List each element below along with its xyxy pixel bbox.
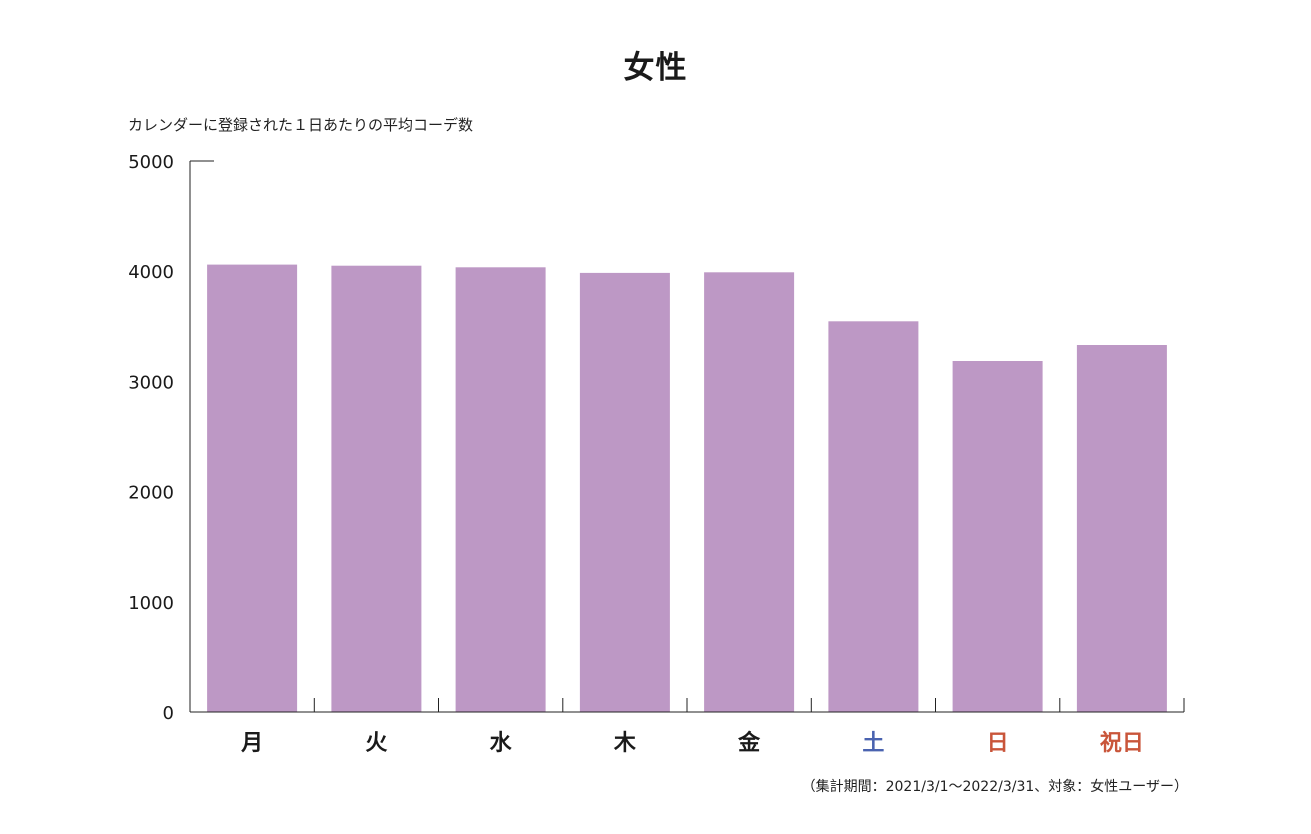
bar-1 xyxy=(207,264,298,712)
x-category-label: 日 xyxy=(987,731,1009,756)
x-category-label: 祝日 xyxy=(1100,731,1144,756)
x-category-label: 金 xyxy=(737,730,761,756)
x-category-label: 火 xyxy=(365,731,387,756)
x-category-label: 木 xyxy=(613,731,637,756)
footnote: （集計期間：2021/3/1〜2022/3/31、対象：女性ユーザー） xyxy=(801,779,1188,795)
y-axis-label: カレンダーに登録された１日あたりの平均コーデ数 xyxy=(128,116,474,134)
chart-title: 女性 xyxy=(623,50,688,86)
bar-2 xyxy=(331,265,422,712)
x-category-label: 土 xyxy=(862,731,884,756)
bar-5 xyxy=(704,272,795,712)
bar-6 xyxy=(828,321,919,712)
x-category-label: 月 xyxy=(240,731,263,756)
y-tick-label: 5000 xyxy=(128,152,174,173)
bar-7 xyxy=(952,361,1043,712)
y-tick-label: 1000 xyxy=(128,593,174,614)
y-tick-label: 2000 xyxy=(128,483,174,504)
y-tick-label: 0 xyxy=(163,703,174,724)
bar-3 xyxy=(455,267,546,712)
bar-8 xyxy=(1076,345,1167,712)
y-tick-label: 4000 xyxy=(128,262,174,283)
x-category-label: 水 xyxy=(490,731,513,756)
y-tick-label: 3000 xyxy=(128,372,174,393)
bar-4 xyxy=(579,272,670,712)
